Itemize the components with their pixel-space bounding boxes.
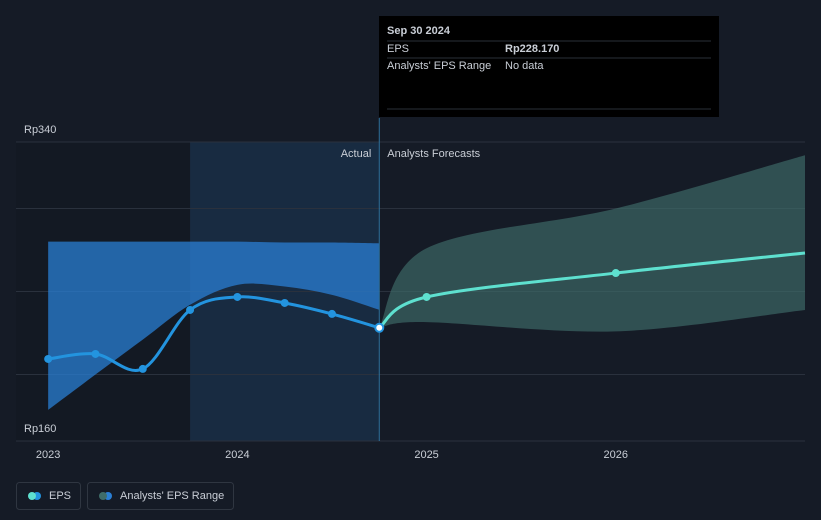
- legend-item: [87, 482, 234, 510]
- tooltip-label: Analysts' EPS Range: [387, 60, 491, 72]
- forecast-label: Analysts Forecasts: [387, 148, 480, 160]
- legend-swatch: [28, 492, 36, 500]
- y-tick-label: Rp160: [24, 423, 56, 435]
- point: [611, 269, 620, 278]
- legend-label: EPS: [49, 490, 71, 502]
- point: [280, 298, 289, 307]
- legend-swatch: [99, 492, 107, 500]
- x-tick-label: 2024: [225, 449, 249, 461]
- forecast-line: [378, 251, 806, 330]
- point: [44, 354, 53, 363]
- point: [233, 292, 242, 301]
- x-tick-label: 2025: [414, 449, 438, 461]
- point: [186, 305, 195, 314]
- tooltip: [379, 16, 719, 117]
- point: [327, 309, 336, 318]
- point: [374, 322, 385, 333]
- x-tick-label: 2026: [604, 449, 628, 461]
- point: [138, 364, 147, 373]
- tooltip-value: No data: [505, 60, 544, 72]
- x-tick-label: 2023: [36, 449, 60, 461]
- legend-label: Analysts' EPS Range: [120, 490, 224, 502]
- point: [422, 292, 431, 301]
- y-tick-label: Rp340: [24, 124, 56, 136]
- legend-item: [16, 482, 81, 510]
- actual-label: Actual: [341, 148, 372, 160]
- tooltip-date: Sep 30 2024: [387, 25, 451, 37]
- line: [47, 295, 380, 372]
- tooltip-value: Rp228.170: [505, 43, 559, 55]
- tooltip-label: EPS: [387, 43, 409, 55]
- range-area: [48, 241, 380, 410]
- point: [91, 349, 100, 358]
